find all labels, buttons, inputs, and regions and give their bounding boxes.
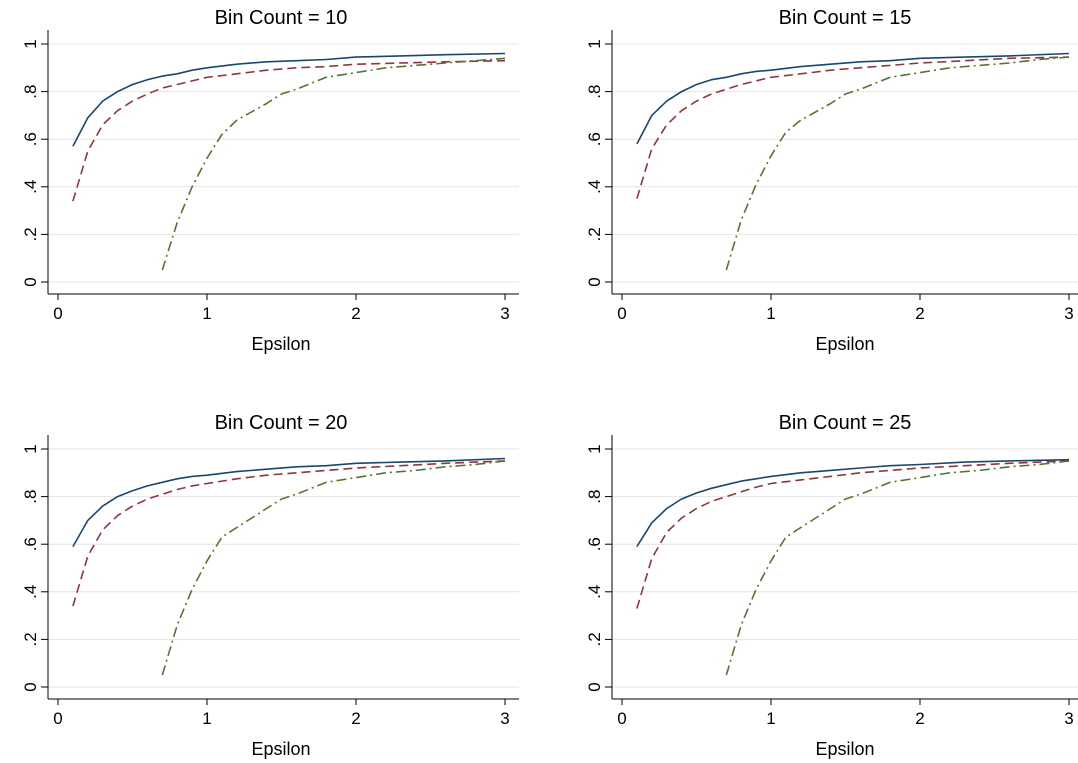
y-tick-label: .2 xyxy=(21,227,40,241)
series-line xyxy=(72,52,506,147)
series-line xyxy=(725,460,1070,676)
x-axis-label: Epsilon xyxy=(251,739,310,759)
x-axis-label: Epsilon xyxy=(815,739,874,759)
chart-title: Bin Count = 15 xyxy=(779,7,912,29)
series-line xyxy=(72,457,506,547)
x-tick-label: 1 xyxy=(202,304,211,323)
chart-panel: Bin Count = 15 0 .2 .4 .6 .8 1 0 1 2 3 Epsilon xyxy=(585,7,1078,354)
x-tick-label: 0 xyxy=(617,709,626,728)
y-tick-label: .4 xyxy=(585,180,604,194)
x-tick-label: 2 xyxy=(351,709,360,728)
y-tick-label: .6 xyxy=(585,537,604,551)
y-tick-label: 0 xyxy=(21,682,40,691)
x-tick-label: 2 xyxy=(351,304,360,323)
chart-title: Bin Count = 20 xyxy=(215,412,348,434)
x-tick-label: 3 xyxy=(1064,304,1073,323)
y-tick-label: 1 xyxy=(21,444,40,453)
x-tick-label: 3 xyxy=(500,304,509,323)
x-tick-label: 2 xyxy=(915,709,924,728)
y-tick-label: .4 xyxy=(21,180,40,194)
y-tick-label: .4 xyxy=(585,585,604,599)
y-tick-label: .2 xyxy=(585,632,604,646)
chart-panel: Bin Count = 25 0 .2 .4 .6 .8 1 0 1 2 3 Epsilon xyxy=(585,412,1078,759)
series-line xyxy=(725,56,1070,271)
chart-panel: Bin Count = 20 0 .2 .4 .6 .8 1 0 1 2 3 Epsilon xyxy=(21,412,519,759)
y-tick-label: .2 xyxy=(585,227,604,241)
series-line xyxy=(72,460,506,607)
y-tick-label: .8 xyxy=(21,490,40,504)
y-tick-label: .2 xyxy=(21,632,40,646)
x-tick-label: 1 xyxy=(766,304,775,323)
y-tick-label: 1 xyxy=(585,39,604,48)
y-tick-label: 0 xyxy=(21,277,40,286)
y-tick-label: .8 xyxy=(585,490,604,504)
y-tick-label: 1 xyxy=(21,39,40,48)
y-tick-label: .8 xyxy=(21,85,40,99)
y-tick-label: 0 xyxy=(585,682,604,691)
x-tick-label: 0 xyxy=(53,304,62,323)
x-tick-label: 0 xyxy=(617,304,626,323)
chart-title: Bin Count = 25 xyxy=(779,412,912,434)
x-tick-label: 2 xyxy=(915,304,924,323)
y-tick-label: .8 xyxy=(585,85,604,99)
series-line xyxy=(636,56,1070,199)
series-line xyxy=(636,52,1070,145)
y-tick-label: .4 xyxy=(21,585,40,599)
y-tick-label: .6 xyxy=(585,132,604,146)
x-tick-label: 1 xyxy=(202,709,211,728)
chart-title: Bin Count = 10 xyxy=(215,7,348,29)
chart-panel: Bin Count = 10 0 .2 .4 .6 .8 1 0 1 2 3 Epsilon xyxy=(21,7,519,354)
y-tick-label: .6 xyxy=(21,537,40,551)
y-tick-label: 0 xyxy=(585,277,604,286)
x-tick-label: 3 xyxy=(500,709,509,728)
y-tick-label: 1 xyxy=(585,444,604,453)
series-line xyxy=(161,460,506,676)
series-line xyxy=(636,460,1070,609)
y-tick-label: .6 xyxy=(21,132,40,146)
x-tick-label: 1 xyxy=(766,709,775,728)
x-axis-label: Epsilon xyxy=(251,334,310,354)
x-tick-label: 3 xyxy=(1064,709,1073,728)
series-line xyxy=(161,57,506,271)
series-line xyxy=(636,458,1070,548)
x-axis-label: Epsilon xyxy=(815,334,874,354)
x-tick-label: 0 xyxy=(53,709,62,728)
series-line xyxy=(72,59,506,202)
